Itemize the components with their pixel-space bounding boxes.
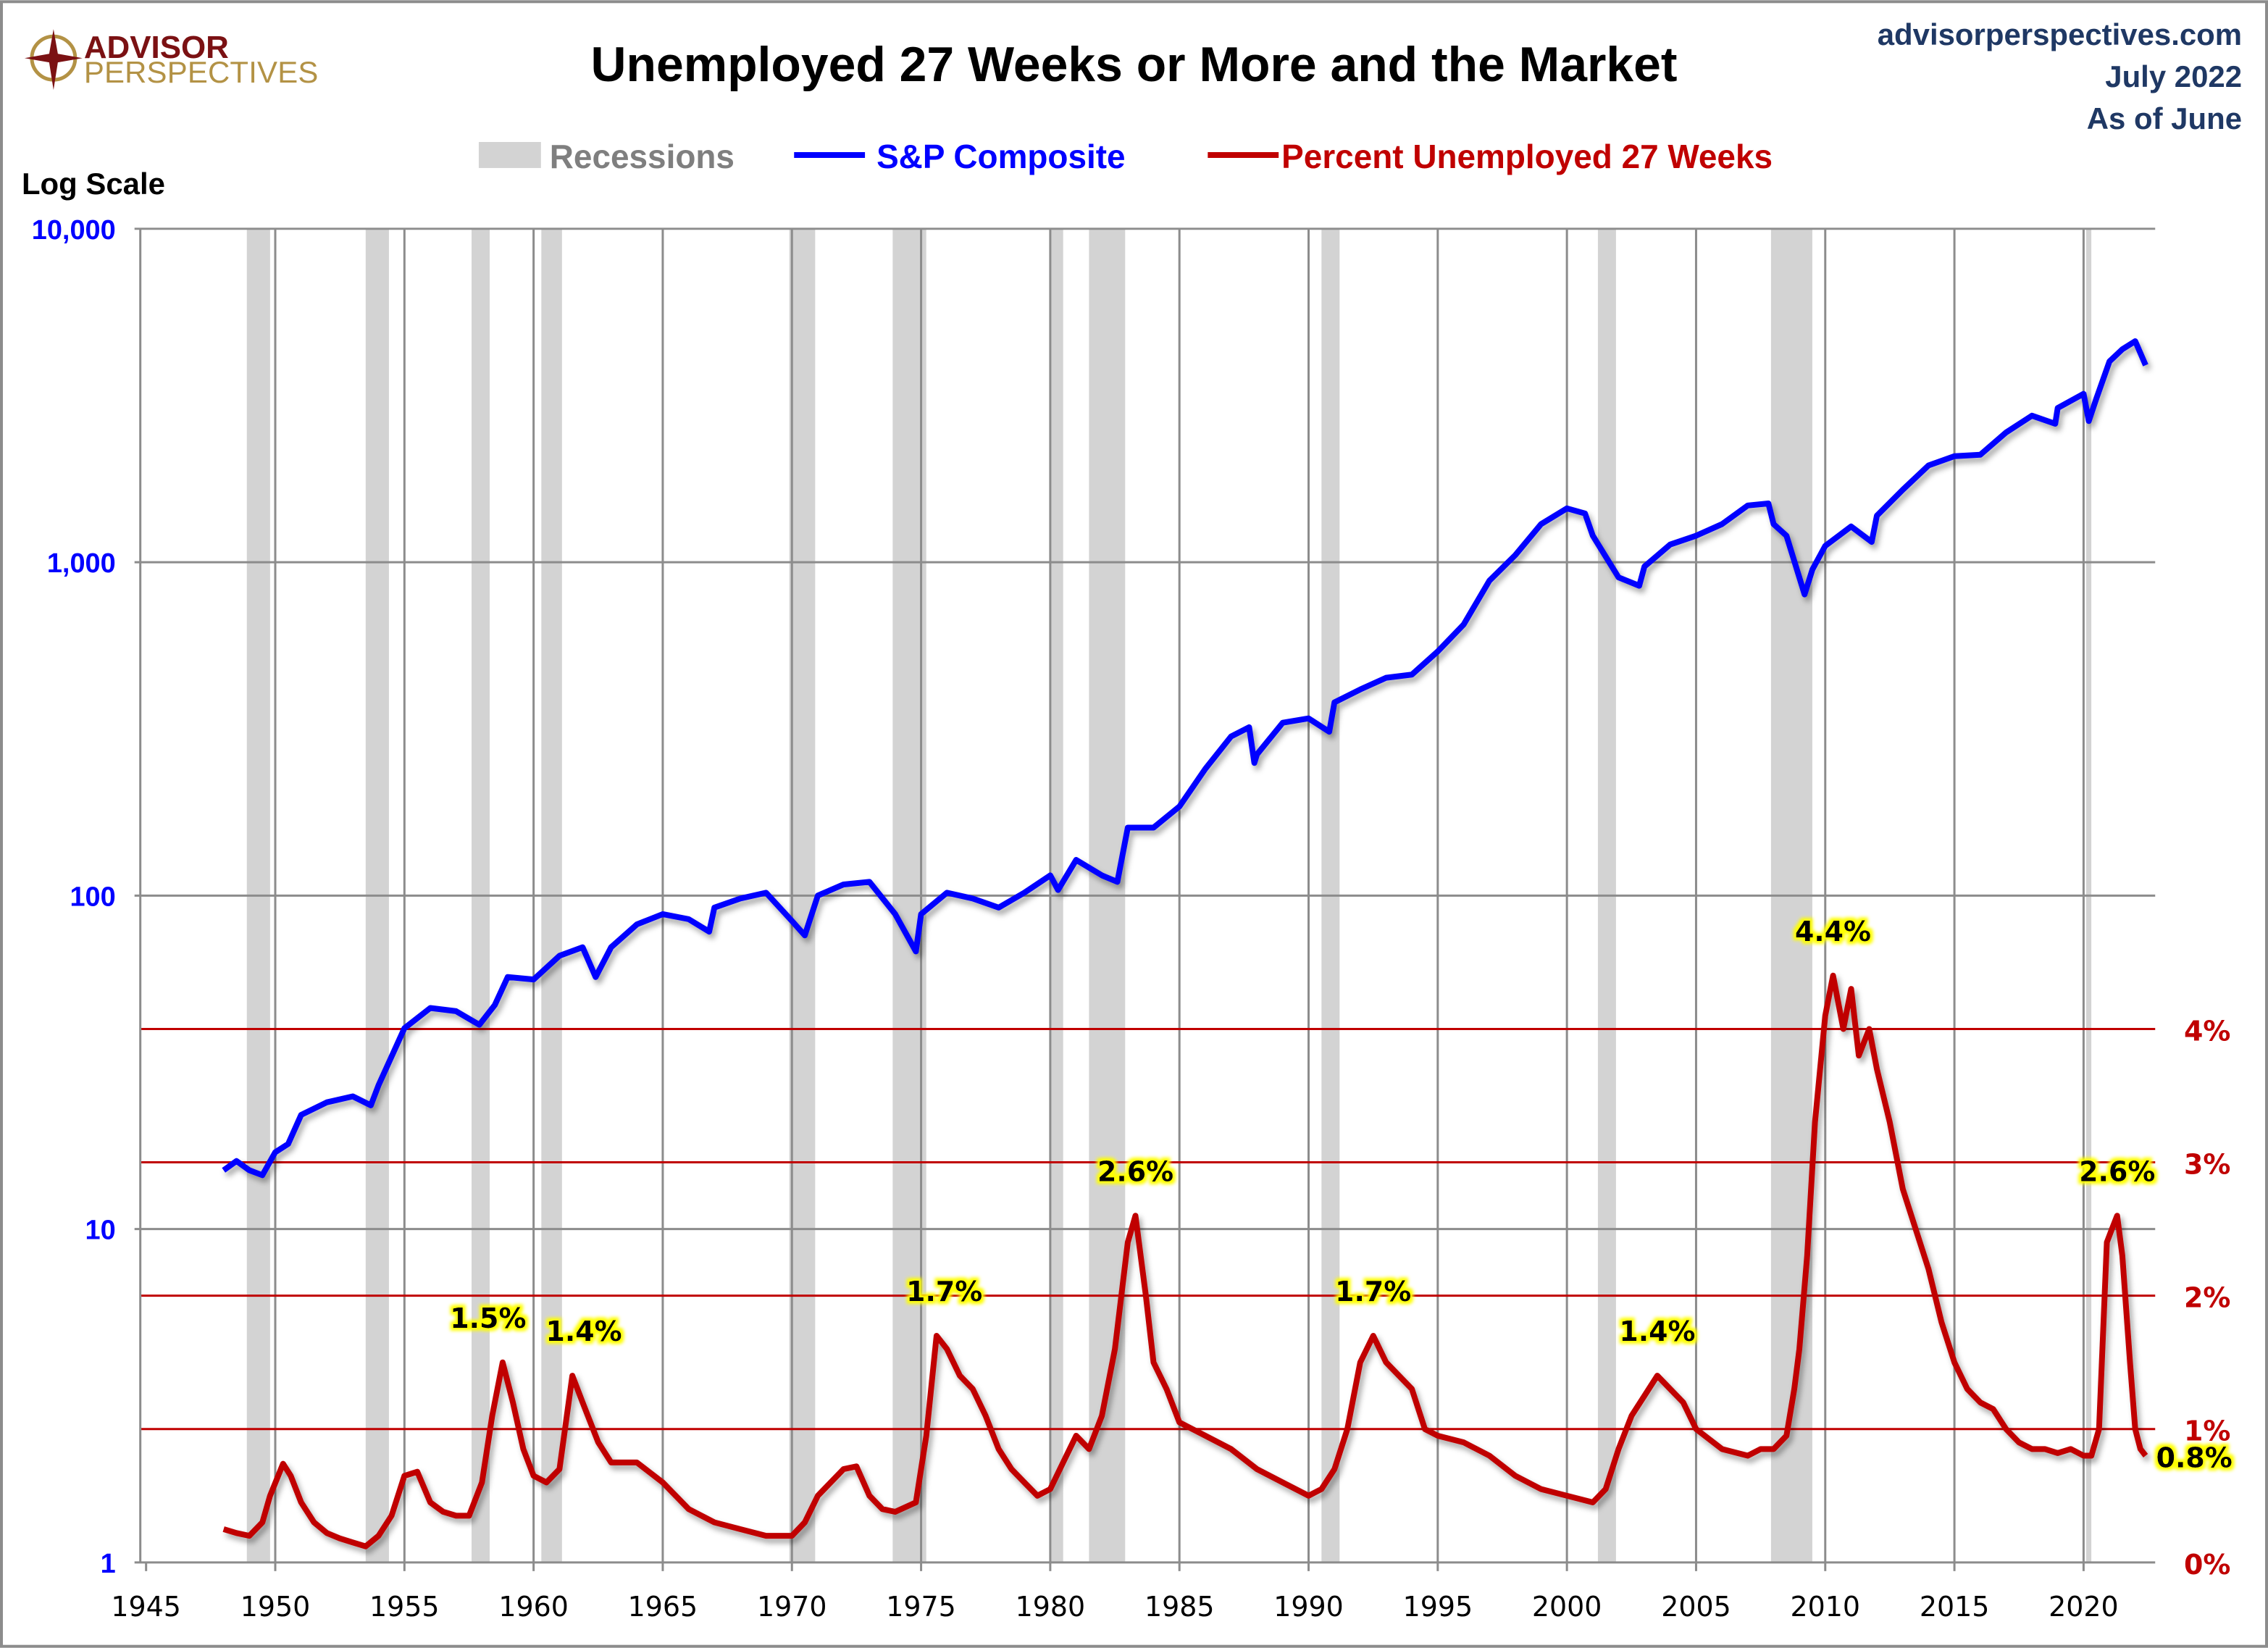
y-right-tick-label: 0%: [2184, 1549, 2230, 1581]
source-site: advisorperspectives.com: [1878, 17, 2242, 51]
x-tick-label: 2015: [1920, 1591, 1990, 1623]
sp-composite-line: [222, 338, 2148, 1179]
annotation-label: 1.4%: [545, 1316, 622, 1347]
source-asof: As of June: [2087, 101, 2242, 135]
x-tick-label: 1980: [1016, 1591, 1086, 1623]
y-right-tick-label: 4%: [2184, 1015, 2230, 1047]
logo-line2: PERSPECTIVES: [84, 55, 318, 89]
chart-title: Unemployed 27 Weeks or More and the Mark…: [591, 38, 1678, 92]
advisor-perspectives-logo: ADVISOR PERSPECTIVES: [24, 29, 318, 91]
x-tick-label: 2005: [1661, 1591, 1731, 1623]
series-lines: [222, 338, 2148, 1549]
legend-swatch-recessions: [478, 142, 541, 168]
legend-label-unemp: Percent Unemployed 27 Weeks: [1281, 138, 1773, 175]
annotations: 1.5% 1.4% 1.7% 2.6% 1.7% 1.4% 4.4% 2.6% 0.8%: [450, 916, 2232, 1474]
y-right-tick-label: 1%: [2184, 1415, 2230, 1447]
y-left-tick-label: 10,000: [32, 215, 116, 246]
annotation-label: 4.4%: [1795, 916, 1871, 948]
logo-line1: ADVISOR: [84, 30, 229, 65]
annotation-label: 1.5%: [450, 1302, 526, 1334]
annotation-label: 2.6%: [1097, 1155, 1173, 1187]
annotation-label: 1.7%: [1335, 1276, 1411, 1308]
legend-label-sp: S&P Composite: [876, 138, 1126, 175]
x-tick-label: 2010: [1791, 1591, 1861, 1623]
x-tick-label: 1950: [240, 1591, 311, 1623]
x-tick-label: 1970: [757, 1591, 827, 1623]
x-tick-label: 2020: [2049, 1591, 2119, 1623]
unemployed-27-weeks-line: [222, 972, 2148, 1549]
x-tick-label: 1985: [1145, 1591, 1215, 1623]
x-tick-label: 1945: [111, 1591, 181, 1623]
legend-label-recessions: Recessions: [550, 138, 735, 175]
legend: Recessions S&P Composite Percent Unemplo…: [478, 138, 1773, 175]
gridlines: [134, 227, 2156, 1571]
x-tick-label: 1960: [498, 1591, 569, 1623]
annotation-label: 2.6%: [2079, 1155, 2155, 1187]
x-tick-label: 1990: [1273, 1591, 1344, 1623]
x-tick-label: 1995: [1403, 1591, 1473, 1623]
y-right-tick-label: 2%: [2184, 1282, 2230, 1314]
x-tick-label: 2000: [1532, 1591, 1602, 1623]
y-left-tick-label: 100: [70, 882, 115, 912]
x-tick-label: 1965: [628, 1591, 698, 1623]
y-left-tick-label: 10: [85, 1216, 116, 1246]
annotation-label: 1.4%: [1619, 1316, 1695, 1347]
source-date: July 2022: [2105, 59, 2242, 93]
y-left-tick-label: 1,000: [47, 548, 116, 579]
y-left-tick-label: 1: [101, 1549, 116, 1579]
y-right-tick-label: 3%: [2184, 1149, 2230, 1181]
x-tick-label: 1975: [886, 1591, 956, 1623]
left-axis-title: Log Scale: [22, 167, 165, 201]
x-tick-label: 1955: [369, 1591, 440, 1623]
annotation-label: 1.7%: [906, 1276, 982, 1308]
tick-labels: 1945 1950 1955 1960 1965 1970 1975 1980 1985 1990…: [32, 215, 2231, 1623]
annotation-label: 0.8%: [2156, 1442, 2233, 1474]
